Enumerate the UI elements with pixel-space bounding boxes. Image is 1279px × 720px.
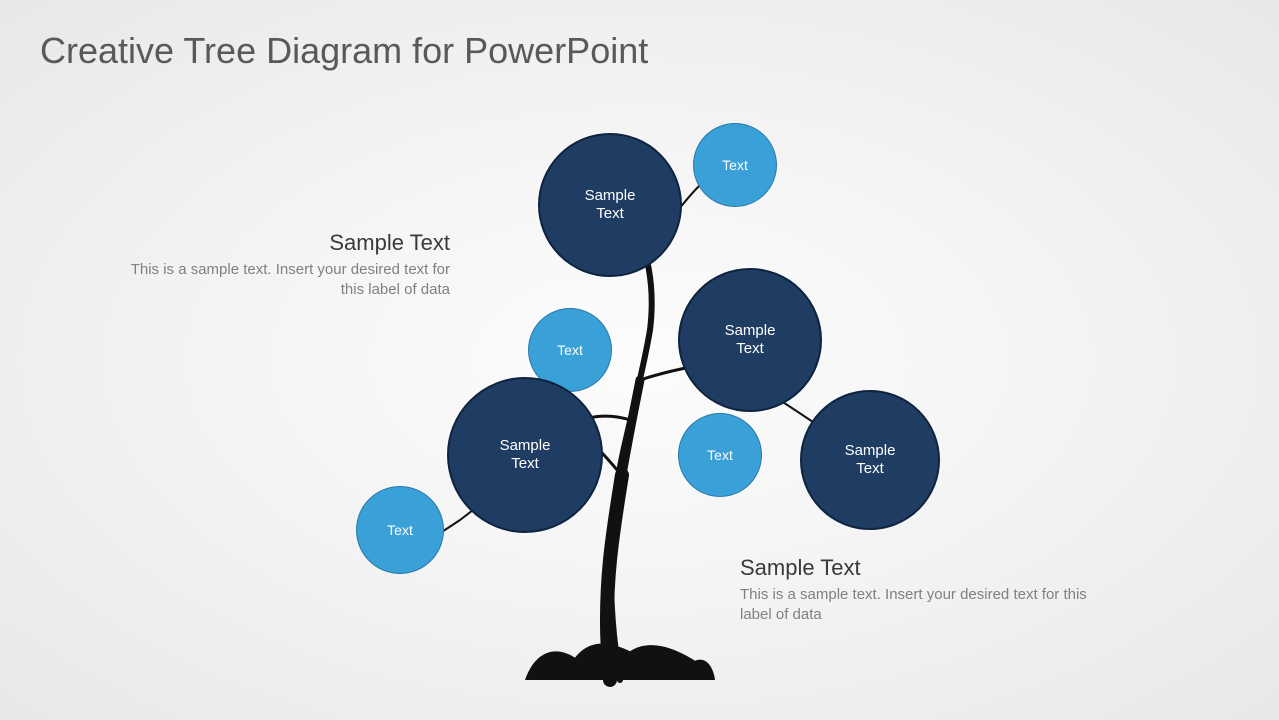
tree-mound xyxy=(525,644,715,680)
node-top-large-label: Sample Text xyxy=(585,187,636,223)
node-right-large-label: Sample Text xyxy=(725,322,776,358)
node-far-left: Text xyxy=(356,486,444,574)
annotation-left-body: This is a sample text. Insert your desir… xyxy=(115,260,450,301)
node-top-large: Sample Text xyxy=(538,133,682,277)
annotation-right-title: Sample Text xyxy=(740,555,1100,581)
node-left-large: Sample Text xyxy=(447,377,603,533)
slide-canvas: Creative Tree Diagram for PowerPoint Sam… xyxy=(0,0,1279,720)
node-far-left-label: Text xyxy=(387,522,413,539)
node-left-large-label: Sample Text xyxy=(500,437,551,473)
node-right-small-label: Text xyxy=(707,447,733,464)
node-far-right: Sample Text xyxy=(800,390,940,530)
node-right-small: Text xyxy=(678,413,762,497)
annotation-right: Sample Text This is a sample text. Insert… xyxy=(740,555,1100,626)
annotation-left-title: Sample Text xyxy=(115,230,450,256)
node-far-right-label: Sample Text xyxy=(845,442,896,478)
node-right-large: Sample Text xyxy=(678,268,822,412)
annotation-left: Sample Text This is a sample text. Insert… xyxy=(115,230,450,301)
node-mid-small-label: Text xyxy=(557,342,583,359)
node-top-small-label: Text xyxy=(722,157,748,174)
annotation-right-body: This is a sample text. Insert your desir… xyxy=(740,585,1100,626)
node-top-small: Text xyxy=(693,123,777,207)
